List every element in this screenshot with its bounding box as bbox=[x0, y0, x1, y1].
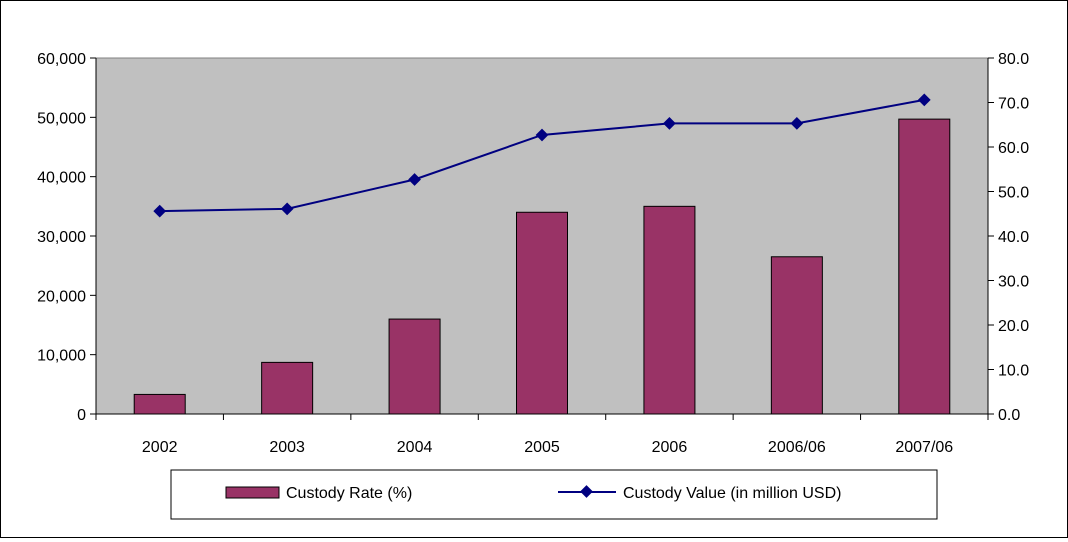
y-left-tick-label: 30,000 bbox=[37, 229, 86, 246]
legend-line-label: Custody Value (in million USD) bbox=[623, 485, 841, 502]
y-left-tick-label: 20,000 bbox=[37, 288, 86, 305]
x-tick-label: 2004 bbox=[397, 439, 433, 456]
legend: Custody Rate (%) Custody Value (in milli… bbox=[170, 469, 938, 520]
bar-2003 bbox=[261, 361, 314, 415]
y-left-tick-label: 10,000 bbox=[37, 348, 86, 365]
line-marker-2003 bbox=[280, 202, 294, 216]
y-right-tick-label: 70.0 bbox=[998, 96, 1029, 113]
y-right-tick-label: 0.0 bbox=[998, 407, 1020, 424]
y-right-tick-label: 50.0 bbox=[998, 185, 1029, 202]
bar-2006 bbox=[643, 205, 696, 415]
x-tick-label: 2006 bbox=[652, 439, 688, 456]
x-tick-label: 2003 bbox=[269, 439, 305, 456]
y-right-tick-label: 60.0 bbox=[998, 140, 1029, 157]
y-right-tick-label: 10.0 bbox=[998, 363, 1029, 380]
y-left-tick-label: 0 bbox=[77, 407, 86, 424]
x-tick-label: 2002 bbox=[142, 439, 178, 456]
bar-2004 bbox=[388, 318, 441, 415]
bar-2006-06 bbox=[770, 256, 823, 415]
line-marker-2004 bbox=[408, 173, 421, 186]
y-right-tick-label: 40.0 bbox=[998, 229, 1029, 246]
line-marker-2002 bbox=[153, 204, 167, 218]
bar-2007-06 bbox=[898, 118, 951, 415]
y-left-tick-label: 60,000 bbox=[37, 51, 86, 68]
bar-2002 bbox=[133, 393, 186, 415]
x-tick-label: 2007/06 bbox=[895, 439, 953, 456]
axes-group: 0 10,000 20,000 30,000 40,000 50,000 60,000 0.0… bbox=[37, 51, 1029, 456]
x-tick-label: 2006/06 bbox=[768, 439, 826, 456]
legend-bar-swatch bbox=[225, 486, 280, 499]
legend-box bbox=[170, 469, 938, 520]
y-right-tick-label: 20.0 bbox=[998, 318, 1029, 335]
x-tick-label: 2005 bbox=[524, 439, 560, 456]
legend-bar-label: Custody Rate (%) bbox=[286, 485, 412, 502]
y-left-tick-label: 40,000 bbox=[37, 170, 86, 187]
bar-2005 bbox=[516, 211, 568, 415]
y-left-tick-label: 50,000 bbox=[37, 110, 86, 127]
y-right-tick-label: 80.0 bbox=[998, 51, 1029, 68]
bars-group bbox=[133, 118, 951, 415]
y-right-tick-label: 30.0 bbox=[998, 274, 1029, 291]
line-series-group bbox=[153, 93, 931, 218]
